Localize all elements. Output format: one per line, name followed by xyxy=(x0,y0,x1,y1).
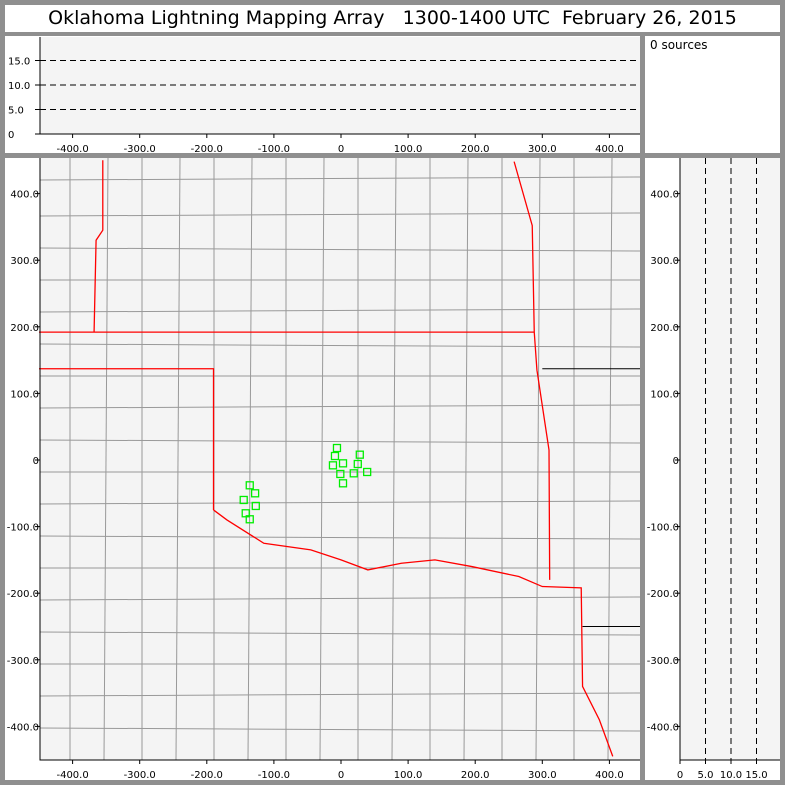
county-line xyxy=(39,535,641,540)
x-tick-label: -200.0 xyxy=(191,144,223,155)
map-axes xyxy=(39,158,640,761)
x-tick-label: -100.0 xyxy=(258,144,290,155)
y-tick-label: -400.0 xyxy=(647,722,679,733)
county-line xyxy=(39,247,641,252)
county-line xyxy=(103,157,109,761)
y-tick-label: -100.0 xyxy=(7,523,39,534)
x-tick-label: 200.0 xyxy=(461,144,490,155)
state-border xyxy=(213,509,614,757)
y-tick-label: -200.0 xyxy=(7,589,39,600)
county-line xyxy=(39,500,641,505)
county-line xyxy=(39,727,641,732)
lightning-source-marker xyxy=(336,469,345,479)
x-tick-label: 0 xyxy=(677,770,683,781)
county-line xyxy=(39,596,641,601)
x-tick-label: 300.0 xyxy=(528,770,557,781)
county-line xyxy=(391,157,397,761)
county-line xyxy=(607,157,613,761)
y-tick-label: 100.0 xyxy=(650,389,679,400)
plot-title: Oklahoma Lightning Mapping Array 1300-14… xyxy=(5,5,780,32)
y-tick-label: 0 xyxy=(673,456,679,467)
county-line xyxy=(39,631,641,636)
y-tick-label: -400.0 xyxy=(7,722,39,733)
state-border xyxy=(39,368,215,510)
y-tick-label: 10.0 xyxy=(8,81,30,92)
x-tick-label: -300.0 xyxy=(124,770,156,781)
x-tick-label: -400.0 xyxy=(56,770,88,781)
lightning-source-marker xyxy=(250,489,260,498)
y-tick-label: -300.0 xyxy=(647,656,679,667)
y-tick-label: 400.0 xyxy=(10,190,39,201)
source-count: 0 sources xyxy=(650,38,708,52)
county-line xyxy=(39,176,641,181)
x-tick-label: 300.0 xyxy=(528,144,557,155)
x-tick-label: 0 xyxy=(338,144,344,155)
x-tick-label: -100.0 xyxy=(258,770,290,781)
lightning-source-marker xyxy=(355,450,364,459)
county-line xyxy=(319,157,325,761)
y-tick-label: 100.0 xyxy=(10,389,39,400)
x-tick-label: 10.0 xyxy=(720,770,742,781)
x-tick-label: -300.0 xyxy=(124,144,156,155)
y-tick-label: -100.0 xyxy=(647,523,679,534)
lightning-source-marker xyxy=(245,515,254,524)
county-line xyxy=(175,157,181,761)
y-tick-label: 15.0 xyxy=(8,57,30,68)
lightning-source-marker xyxy=(338,459,348,468)
y-tick-label: 200.0 xyxy=(10,323,39,334)
y-tick-label: 400.0 xyxy=(650,190,679,201)
lightning-source-marker xyxy=(338,479,348,488)
y-tick-label: 200.0 xyxy=(650,323,679,334)
x-tick-label: 100.0 xyxy=(394,144,423,155)
lightning-source-marker xyxy=(353,459,362,469)
lightning-source-marker xyxy=(330,451,340,461)
x-tick-label: 100.0 xyxy=(394,770,423,781)
lightning-source-marker xyxy=(239,495,248,505)
x-tick-label: 5.0 xyxy=(698,770,714,781)
lightning-source-marker xyxy=(363,467,372,477)
y-tick-label: -300.0 xyxy=(7,656,39,667)
source-count-panel: 0 sources xyxy=(645,36,780,153)
map-plot-area xyxy=(40,158,640,760)
state-border xyxy=(513,161,551,580)
county-line xyxy=(39,343,641,348)
lightning-source-marker xyxy=(251,501,260,511)
lightning-source-marker xyxy=(349,469,358,478)
lightning-source-marker xyxy=(245,481,254,490)
y-tick-label: 0 xyxy=(8,130,14,141)
x-tick-label: 0 xyxy=(338,770,344,781)
x-tick-label: -200.0 xyxy=(191,770,223,781)
county-line xyxy=(247,157,253,761)
county-line xyxy=(39,404,641,409)
county-line xyxy=(39,439,641,444)
county-line xyxy=(39,308,641,313)
ns-altitude-plot-area xyxy=(680,158,780,760)
county-line xyxy=(463,157,469,761)
x-tick-label: 200.0 xyxy=(461,770,490,781)
lightning-source-marker xyxy=(332,443,342,453)
y-tick-label: 0 xyxy=(33,456,39,467)
lightning-source-marker xyxy=(328,461,338,470)
y-tick-label: 300.0 xyxy=(10,256,39,267)
county-line xyxy=(535,157,541,761)
y-tick-label: -200.0 xyxy=(647,589,679,600)
y-tick-label: 300.0 xyxy=(650,256,679,267)
x-tick-label: 400.0 xyxy=(595,770,624,781)
state-border xyxy=(93,160,104,333)
x-tick-label: -400.0 xyxy=(56,144,88,155)
county-line xyxy=(39,692,641,697)
county-borders xyxy=(39,157,641,761)
county-line xyxy=(39,212,641,217)
x-tick-label: 400.0 xyxy=(595,144,624,155)
y-tick-label: 5.0 xyxy=(8,106,24,117)
x-tick-label: 15.0 xyxy=(745,770,767,781)
